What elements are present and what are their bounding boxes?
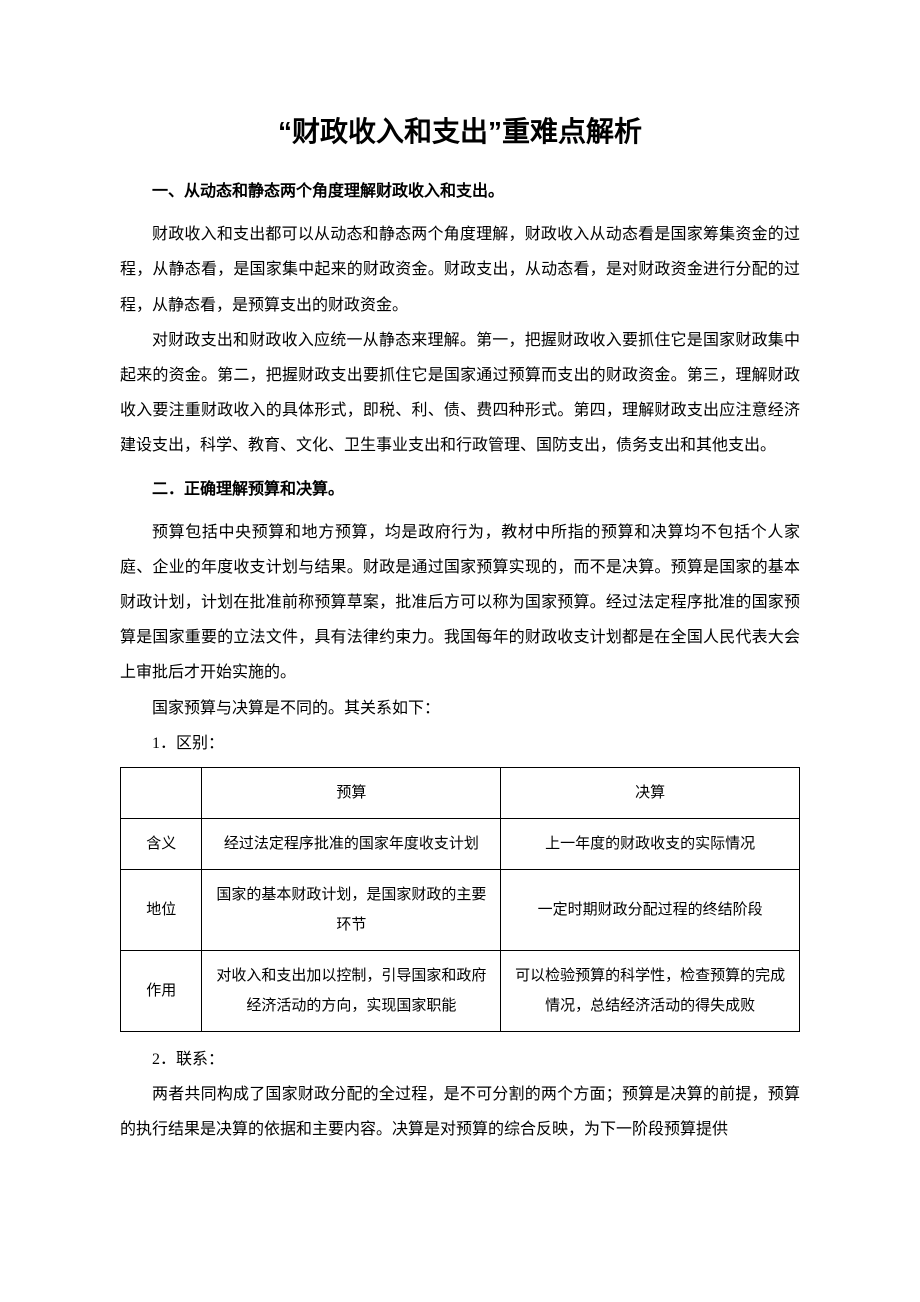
section-2-paragraph-3: 两者共同构成了国家财政分配的全过程，是不可分割的两个方面；预算是决算的前提，预算…	[120, 1077, 800, 1147]
table-cell-final: 可以检验预算的科学性，检查预算的完成情况，总结经济活动的得失成败	[501, 951, 800, 1032]
comparison-table: 预算 决算 含义 经过法定程序批准的国家年度收支计划 上一年度的财政收支的实际情…	[120, 767, 800, 1032]
table-row-label: 地位	[121, 870, 202, 951]
section-1-heading: 一、从动态和静态两个角度理解财政收入和支出。	[120, 174, 800, 209]
table-row-label: 含义	[121, 819, 202, 870]
section-2-sub-1: 1．区别：	[120, 726, 800, 761]
table-row: 含义 经过法定程序批准的国家年度收支计划 上一年度的财政收支的实际情况	[121, 819, 800, 870]
table-row-label: 作用	[121, 951, 202, 1032]
table-cell-final: 一定时期财政分配过程的终结阶段	[501, 870, 800, 951]
table-row: 地位 国家的基本财政计划，是国家财政的主要环节 一定时期财政分配过程的终结阶段	[121, 870, 800, 951]
table-cell-budget: 国家的基本财政计划，是国家财政的主要环节	[202, 870, 501, 951]
section-2-paragraph-2: 国家预算与决算是不同的。其关系如下：	[120, 691, 800, 726]
table-cell-budget: 经过法定程序批准的国家年度收支计划	[202, 819, 501, 870]
table-header-row: 预算 决算	[121, 768, 800, 819]
document-page: “财政收入和支出”重难点解析 一、从动态和静态两个角度理解财政收入和支出。 财政…	[0, 0, 920, 1302]
section-1-paragraph-2: 对财政支出和财政收入应统一从静态来理解。第一，把握财政收入要抓住它是国家财政集中…	[120, 323, 800, 464]
table-cell-final: 上一年度的财政收支的实际情况	[501, 819, 800, 870]
document-title: “财政收入和支出”重难点解析	[120, 110, 800, 150]
table-header-blank	[121, 768, 202, 819]
table-cell-budget: 对收入和支出加以控制，引导国家和政府经济活动的方向，实现国家职能	[202, 951, 501, 1032]
section-1-paragraph-1: 财政收入和支出都可以从动态和静态两个角度理解，财政收入从动态看是国家筹集资金的过…	[120, 217, 800, 323]
table-header-final: 决算	[501, 768, 800, 819]
table-header-budget: 预算	[202, 768, 501, 819]
table-row: 作用 对收入和支出加以控制，引导国家和政府经济活动的方向，实现国家职能 可以检验…	[121, 951, 800, 1032]
section-2-heading: 二．正确理解预算和决算。	[120, 472, 800, 507]
section-2-paragraph-1: 预算包括中央预算和地方预算，均是政府行为，教材中所指的预算和决算均不包括个人家庭…	[120, 515, 800, 691]
section-2-sub-2: 2．联系：	[120, 1042, 800, 1077]
